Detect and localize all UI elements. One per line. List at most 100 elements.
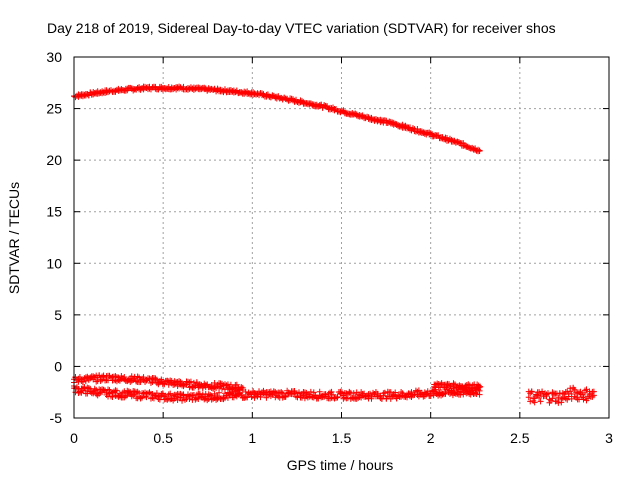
y-tick-label: -5 — [50, 410, 63, 426]
y-tick-label: 15 — [46, 204, 62, 220]
data-point — [451, 390, 458, 397]
data-point — [475, 384, 482, 391]
data-point — [303, 389, 310, 396]
data-point — [549, 395, 556, 402]
data-point — [93, 378, 100, 385]
data-point — [153, 393, 160, 400]
data-point — [220, 396, 227, 403]
data-point — [103, 389, 110, 396]
data-point — [245, 390, 252, 397]
data-point — [275, 94, 282, 101]
data-point — [590, 392, 597, 399]
data-point — [275, 393, 282, 400]
y-tick-label: 5 — [54, 307, 62, 323]
data-point — [238, 383, 245, 390]
series-satellite-arc-lower-low — [71, 382, 483, 404]
series-satellite-arc-late-segment — [431, 380, 484, 393]
data-point — [253, 91, 260, 98]
data-point — [137, 395, 144, 402]
data-point — [564, 396, 571, 403]
data-point — [549, 389, 556, 396]
data-point — [537, 398, 544, 405]
data-point — [233, 381, 240, 388]
data-point — [79, 378, 86, 385]
data-point — [140, 374, 147, 381]
data-point — [309, 393, 316, 400]
data-point — [424, 388, 431, 395]
data-point — [574, 390, 581, 397]
data-point — [584, 395, 591, 402]
data-point — [273, 390, 280, 397]
data-point — [571, 393, 578, 400]
data-point — [223, 88, 230, 95]
data-point — [477, 383, 484, 390]
data-point — [476, 147, 483, 154]
data-point — [530, 397, 537, 404]
data-point — [241, 394, 248, 401]
data-point — [334, 393, 341, 400]
data-point — [577, 388, 584, 395]
data-point — [415, 387, 422, 394]
x-axis-label: GPS time / hours — [287, 457, 394, 473]
data-point — [99, 386, 106, 393]
data-point — [116, 390, 123, 397]
data-point — [204, 397, 211, 404]
data-point — [179, 382, 186, 389]
data-point — [310, 389, 317, 396]
data-point — [444, 382, 451, 389]
data-point — [464, 144, 471, 151]
data-point — [156, 379, 163, 386]
x-tick-label: 3 — [605, 430, 613, 446]
series-satellite-arc-high — [71, 83, 483, 155]
data-point — [462, 384, 469, 391]
data-point — [457, 388, 464, 395]
data-point — [143, 394, 150, 401]
axis-ticks: 0 0.5 1 1.5 2 2.5 3 -5 0 5 10 15 20 25 30 — [46, 49, 613, 446]
data-point — [143, 85, 150, 92]
data-point — [435, 381, 442, 388]
data-point — [199, 385, 206, 392]
data-point — [186, 396, 193, 403]
data-point — [555, 399, 562, 406]
data-point — [192, 394, 199, 401]
data-point — [214, 85, 221, 92]
data-point — [170, 392, 177, 399]
data-point — [186, 379, 193, 386]
x-tick-label: 2 — [427, 430, 435, 446]
data-point — [219, 385, 226, 392]
data-point — [527, 398, 534, 405]
data-point — [531, 399, 538, 406]
data-point — [130, 392, 137, 399]
data-point — [580, 396, 587, 403]
series-satellite-arc-upper-low — [71, 372, 246, 394]
data-point — [134, 373, 141, 380]
data-point — [525, 394, 532, 401]
data-point — [536, 394, 543, 401]
data-point — [263, 394, 270, 401]
data-point — [341, 394, 348, 401]
data-point — [113, 387, 120, 394]
data-point — [122, 393, 129, 400]
data-points — [71, 83, 597, 406]
data-point — [472, 390, 479, 397]
data-point — [187, 392, 194, 399]
data-point — [539, 389, 546, 396]
data-point — [455, 139, 462, 146]
data-point — [227, 390, 234, 397]
data-point — [309, 102, 316, 109]
data-point — [473, 391, 480, 398]
data-point — [368, 395, 375, 402]
data-point — [105, 386, 112, 393]
data-point — [476, 391, 483, 398]
grid-lines — [74, 57, 609, 418]
data-point — [589, 393, 596, 400]
data-point — [224, 394, 231, 401]
x-tick-label: 1 — [248, 430, 256, 446]
y-tick-label: 25 — [46, 101, 62, 117]
data-point — [84, 384, 91, 391]
data-point — [544, 390, 551, 397]
data-point — [207, 392, 214, 399]
data-point — [257, 394, 264, 401]
data-point — [312, 392, 319, 399]
